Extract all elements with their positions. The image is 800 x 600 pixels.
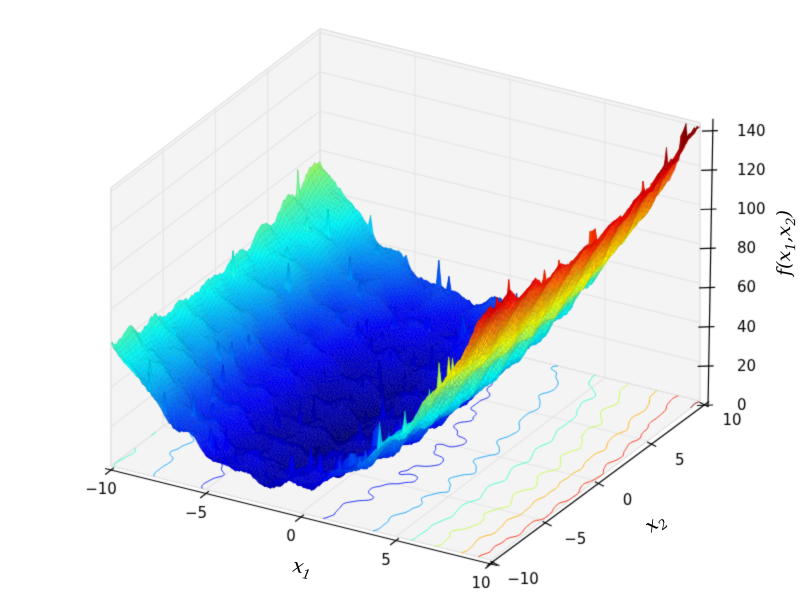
- z-axis-label: f(x1,x2): [773, 210, 799, 276]
